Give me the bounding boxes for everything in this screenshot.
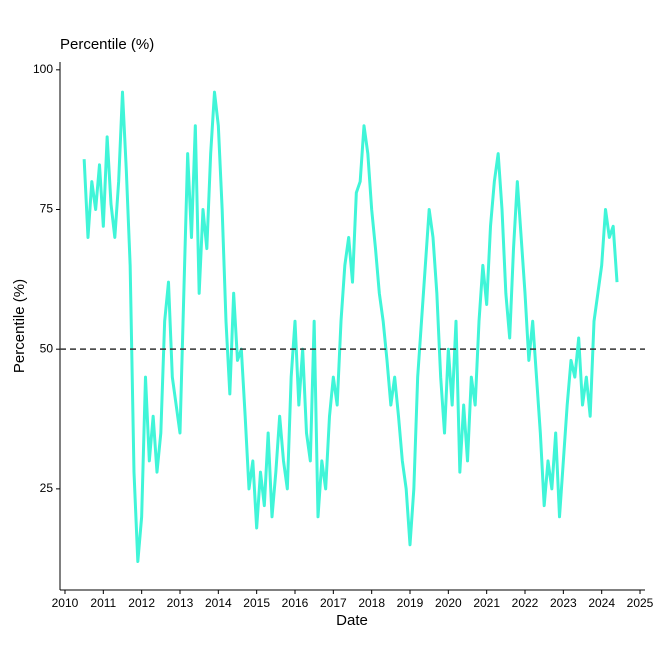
chart-title: Percentile (%) [60, 36, 154, 53]
x-tick-label: 2016 [282, 596, 309, 610]
x-tick-label: 2019 [397, 596, 424, 610]
x-tick-label: 2017 [320, 596, 347, 610]
x-tick-label: 2014 [205, 596, 232, 610]
x-tick-label: 2024 [588, 596, 615, 610]
y-tick-label: 25 [40, 481, 54, 495]
x-tick-label: 2022 [512, 596, 539, 610]
x-tick-label: 2023 [550, 596, 577, 610]
x-tick-label: 2025 [627, 596, 654, 610]
x-tick-label: 2015 [243, 596, 270, 610]
x-tick-label: 2020 [435, 596, 462, 610]
y-tick-label: 75 [40, 202, 54, 216]
y-tick-label: 100 [33, 62, 53, 76]
x-tick-label: 2021 [473, 596, 500, 610]
y-tick-label: 50 [40, 341, 54, 355]
x-tick-label: 2010 [52, 596, 79, 610]
x-tick-label: 2013 [167, 596, 194, 610]
data-line [82, 90, 619, 563]
x-tick-label: 2012 [128, 596, 155, 610]
x-tick-label: 2018 [358, 596, 385, 610]
y-axis-label: Percentile (%) [11, 279, 28, 373]
x-tick-label: 2011 [90, 596, 116, 610]
x-axis-label: Date [336, 612, 368, 629]
